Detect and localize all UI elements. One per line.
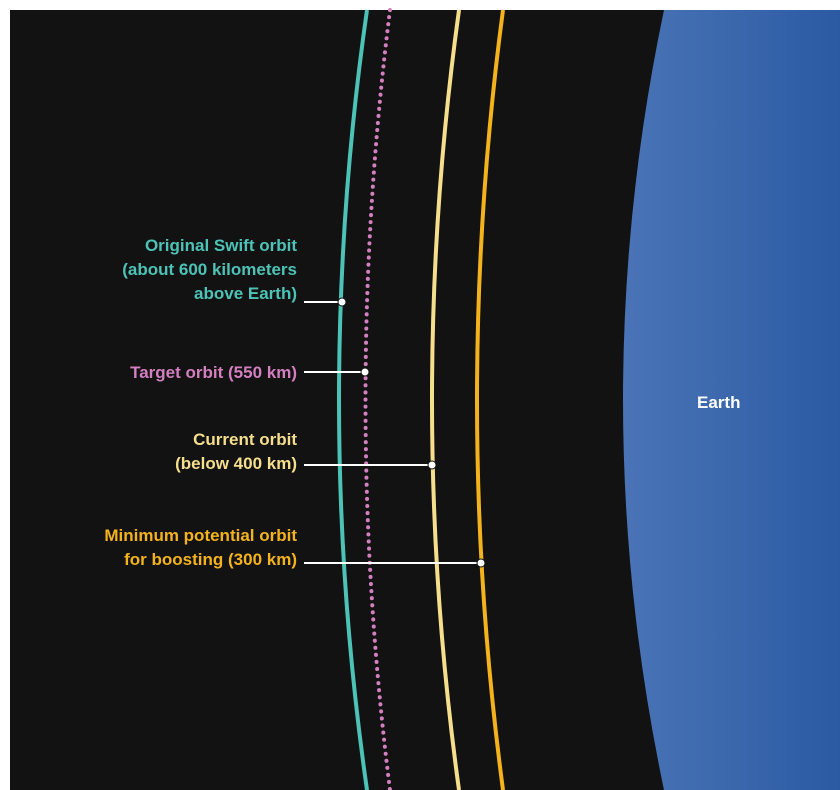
swift-orbit-label: Original Swift orbit (about 600 kilomete…	[122, 234, 297, 306]
swift-orbit-label-line: Original Swift orbit	[144, 236, 297, 255]
minimum-orbit-label-line: Minimum potential orbit	[104, 526, 297, 545]
target-orbit-label: Target orbit (550 km)	[130, 361, 297, 385]
target-orbit-arc	[363, 8, 392, 790]
swift-orbit-label-line: above Earth)	[194, 284, 297, 303]
minimum-marker-dot	[476, 558, 486, 568]
current-orbit-arc	[430, 9, 461, 790]
minimum-orbit-arc	[475, 9, 505, 790]
swift-marker-dot	[337, 297, 347, 307]
swift-orbit-label-line: (about 600 kilometers	[122, 260, 297, 279]
current-orbit-label-line: Current orbit	[193, 430, 297, 449]
minimum-orbit-label: Minimum potential orbit for boosting (30…	[104, 524, 297, 572]
current-marker-dot	[427, 460, 437, 470]
swift-orbit-arc	[337, 9, 369, 790]
target-marker-dot	[360, 367, 370, 377]
earth-surface	[623, 10, 840, 790]
current-orbit-label-line: (below 400 km)	[175, 454, 297, 473]
earth-label: Earth	[697, 393, 741, 412]
current-orbit-label: Current orbit (below 400 km)	[175, 428, 297, 476]
target-orbit-label-line: Target orbit (550 km)	[130, 363, 297, 382]
minimum-orbit-label-line: for boosting (300 km)	[124, 550, 297, 569]
